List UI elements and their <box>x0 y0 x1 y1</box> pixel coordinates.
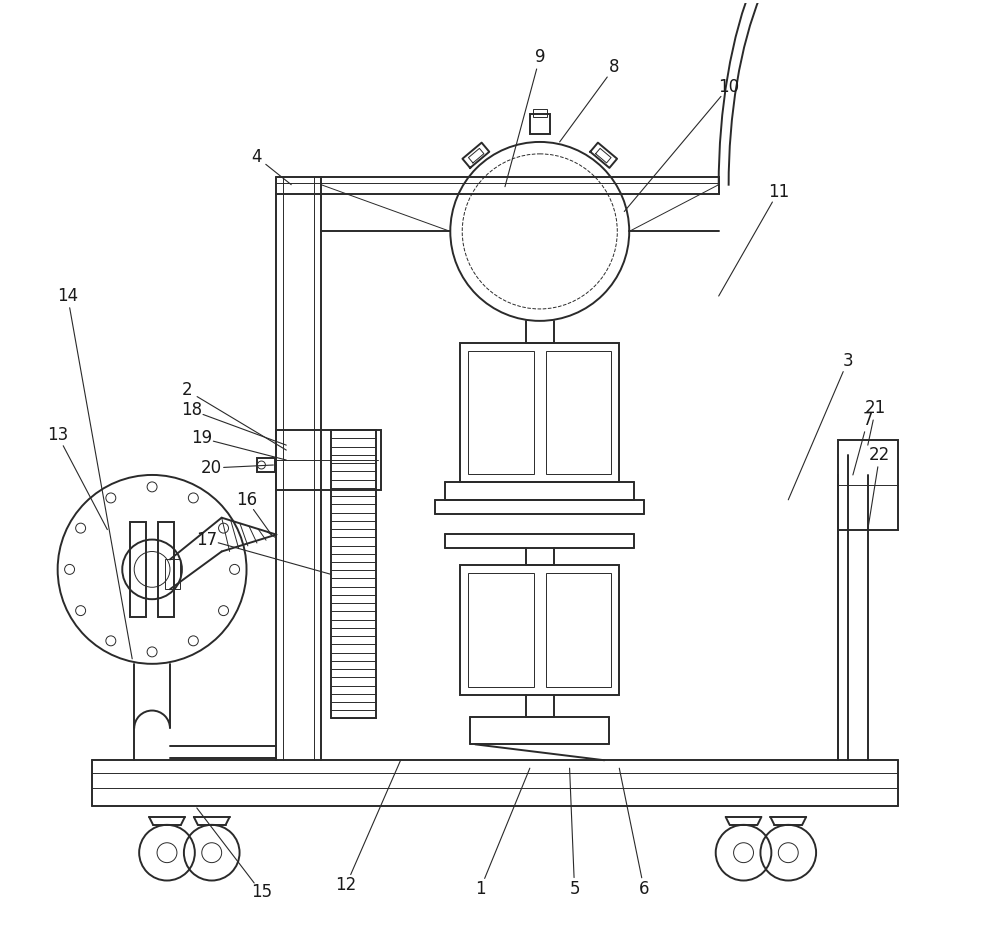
Text: 16: 16 <box>236 491 257 508</box>
Bar <box>533 109 547 118</box>
Text: 11: 11 <box>768 183 789 201</box>
Bar <box>468 574 534 687</box>
Text: 1: 1 <box>475 881 485 898</box>
Text: 12: 12 <box>335 876 357 895</box>
Text: 10: 10 <box>718 78 739 96</box>
Text: 18: 18 <box>181 401 202 419</box>
Text: 17: 17 <box>196 531 217 549</box>
Bar <box>165 560 180 590</box>
Bar <box>130 522 146 617</box>
Bar <box>257 458 275 472</box>
Text: 4: 4 <box>251 147 262 166</box>
Bar <box>276 430 381 490</box>
Text: 19: 19 <box>191 429 212 447</box>
Bar <box>468 351 534 474</box>
Bar <box>158 522 174 617</box>
Bar <box>530 114 550 134</box>
Text: 5: 5 <box>569 881 580 898</box>
Text: 8: 8 <box>609 59 620 77</box>
Text: 6: 6 <box>639 881 649 898</box>
Text: 20: 20 <box>201 459 222 477</box>
Text: 2: 2 <box>182 382 192 399</box>
Text: 3: 3 <box>843 352 853 369</box>
Text: 21: 21 <box>865 399 886 417</box>
Text: 14: 14 <box>57 287 78 305</box>
Bar <box>546 574 611 687</box>
Bar <box>838 440 898 530</box>
Bar <box>460 342 619 482</box>
Text: 13: 13 <box>47 426 68 444</box>
Text: 15: 15 <box>251 884 272 901</box>
Bar <box>546 351 611 474</box>
Text: 22: 22 <box>869 446 890 464</box>
Text: 7: 7 <box>863 411 873 429</box>
Text: 9: 9 <box>535 49 545 66</box>
Bar <box>460 565 619 695</box>
